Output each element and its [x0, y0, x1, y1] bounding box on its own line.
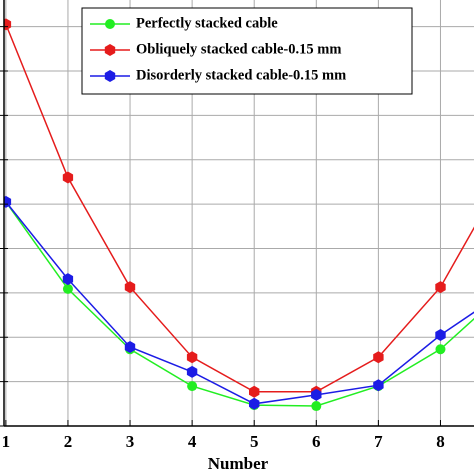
x-tick-label: 7 [374, 432, 383, 451]
marker [104, 44, 116, 56]
series-line [5, 201, 474, 405]
legend-box [81, 7, 413, 95]
marker [104, 70, 116, 82]
marker [373, 351, 384, 364]
marker [124, 281, 136, 294]
marker [105, 19, 115, 29]
marker [124, 341, 136, 353]
x-tick-label: 1 [2, 432, 11, 451]
marker [435, 329, 446, 341]
marker [4, 195, 12, 208]
marker [62, 273, 74, 286]
x-tick-label: 2 [64, 432, 73, 451]
marker [62, 283, 73, 294]
legend-label: Obliquely stacked cable-0.15 mm [136, 41, 341, 57]
marker [249, 397, 260, 410]
marker [435, 344, 446, 355]
plot-area [4, 18, 474, 412]
marker [311, 401, 322, 412]
legend-label: Perfectly stacked cable [136, 15, 278, 31]
x-tick-label: 6 [312, 432, 321, 451]
x-tick-label: 8 [436, 432, 445, 451]
marker [373, 379, 384, 392]
x-tick-label: 5 [250, 432, 259, 451]
marker [249, 385, 260, 398]
marker [186, 365, 198, 378]
marker [186, 351, 198, 364]
x-tick-label: 4 [188, 432, 197, 451]
marker [435, 281, 446, 294]
legend-label: Disorderly stacked cable-0.15 mm [136, 67, 346, 83]
marker [187, 381, 198, 392]
marker [311, 388, 322, 401]
x-axis-label: Number [208, 454, 269, 473]
series-line [5, 201, 474, 407]
marker [4, 18, 12, 31]
legend: Perfectly stacked cable Obliquely stacked… [81, 7, 413, 95]
x-tick-label: 3 [126, 432, 135, 451]
marker [62, 171, 74, 184]
